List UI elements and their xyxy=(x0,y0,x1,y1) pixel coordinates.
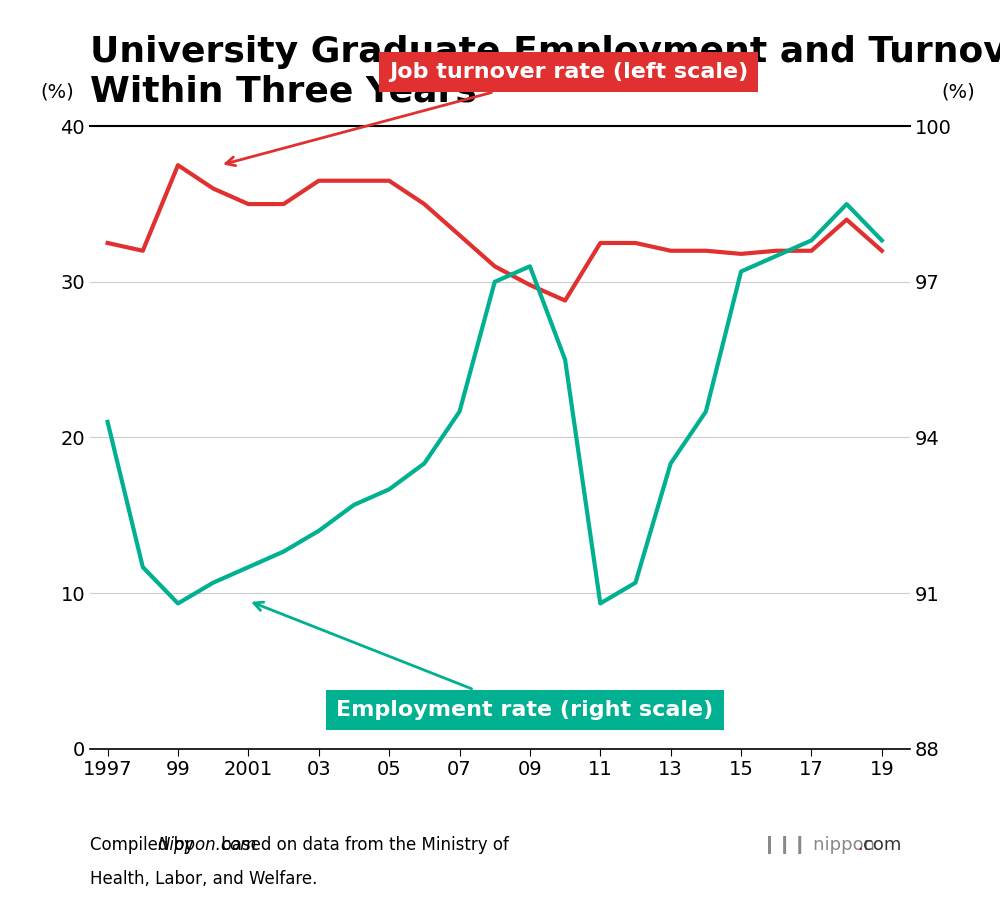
Text: (%): (%) xyxy=(41,82,75,101)
Text: Compiled by: Compiled by xyxy=(90,836,199,854)
Text: ❙❙❙ nippon: ❙❙❙ nippon xyxy=(762,836,875,854)
Text: com: com xyxy=(863,836,902,854)
Text: Health, Labor, and Welfare.: Health, Labor, and Welfare. xyxy=(90,870,317,888)
Text: Employment rate (right scale): Employment rate (right scale) xyxy=(254,603,714,720)
Text: (%): (%) xyxy=(942,82,976,101)
Text: based on data from the Ministry of: based on data from the Ministry of xyxy=(216,836,509,854)
Text: Nippon.com: Nippon.com xyxy=(157,836,257,854)
Text: .: . xyxy=(857,836,862,854)
Text: University Graduate Employment and Turnover
Within Three Years: University Graduate Employment and Turno… xyxy=(90,35,1000,108)
Text: Job turnover rate (left scale): Job turnover rate (left scale) xyxy=(226,62,748,166)
